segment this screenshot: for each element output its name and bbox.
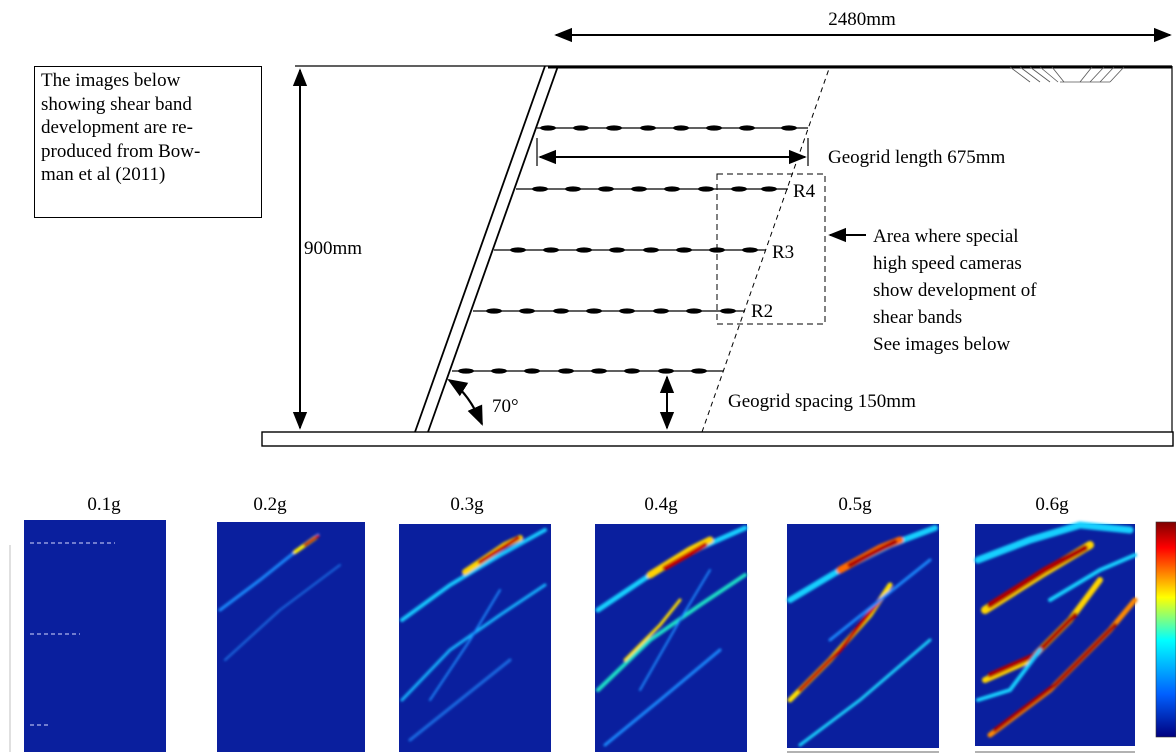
panel-image-0.2g [217, 522, 365, 752]
source-note-line-5: man et al (2011) [41, 164, 166, 185]
panel-0.2g: 0.2g [217, 494, 365, 752]
panel-0.6g: 0.6g [974, 494, 1138, 753]
angle-arc [447, 378, 484, 426]
spacing-label: Geogrid spacing 150mm [728, 391, 916, 412]
source-note-line-2: showing shear band [41, 93, 192, 115]
geogrid-nodes [458, 125, 797, 374]
reinforcement-label-r2: R2 [751, 301, 773, 322]
camera-note-line-1: Area where special [873, 226, 1019, 247]
width-dimension-label: 2480mm [828, 9, 896, 30]
panel-label-0.1g: 0.1g [87, 494, 121, 515]
failure-plane [701, 65, 831, 433]
reinforcement-label-r3: R3 [772, 242, 794, 263]
camera-area-box [716, 173, 826, 325]
height-dimension-label: 900mm [304, 238, 362, 259]
panel-image-0.1g [24, 520, 166, 752]
source-note-line-4: produced from Bow- [41, 140, 201, 162]
camera-note: Area where special high speed cameras sh… [873, 226, 1037, 355]
panel-0.3g: 0.3g [399, 494, 551, 752]
panel-label-0.4g: 0.4g [644, 494, 678, 515]
panel-label-0.3g: 0.3g [450, 494, 484, 515]
camera-note-line-2: high speed cameras [873, 253, 1022, 274]
panel-0.1g: 0.1g [9, 494, 166, 752]
facing-outer [414, 65, 546, 433]
colorbar [1155, 521, 1176, 738]
panel-0.4g: 0.4g [595, 494, 748, 752]
geogrid-length-label: Geogrid length 675mm [828, 147, 1006, 168]
source-note-line-3: development are re- [41, 117, 193, 138]
panel-0.5g: 0.5g [787, 494, 939, 753]
panel-label-0.6g: 0.6g [1035, 494, 1069, 515]
panel-label-0.2g: 0.2g [253, 494, 287, 515]
camera-note-line-4: shear bands [873, 307, 962, 328]
ground-hatch [1009, 66, 1125, 83]
panel-image-0.3g [399, 524, 551, 752]
angle-label: 70° [492, 396, 519, 417]
facing-inner [427, 65, 559, 433]
camera-note-line-5: See images below [873, 334, 1010, 355]
reinforcement-label-r4: R4 [793, 181, 816, 202]
camera-note-line-3: show development of [873, 280, 1037, 301]
source-note: The images below showing shear band deve… [34, 66, 262, 218]
base-plate [261, 431, 1174, 447]
source-note-line-1: The images below [41, 70, 181, 91]
panel-label-0.5g: 0.5g [838, 494, 872, 515]
